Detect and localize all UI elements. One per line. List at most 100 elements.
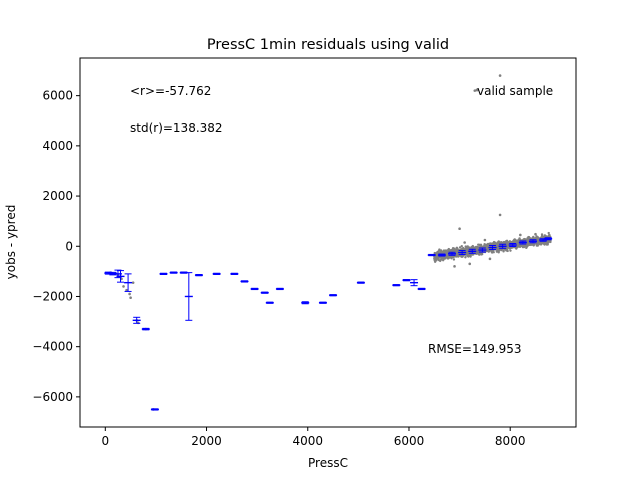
scatter-point <box>471 246 475 249</box>
x-tick-label: 8000 <box>495 434 526 448</box>
scatter-point <box>481 245 485 248</box>
binned-mean-errorbar <box>212 272 221 276</box>
y-axis-label: yobs - ypred <box>4 205 18 280</box>
scatter-point <box>461 255 464 258</box>
scatter-point <box>477 252 480 256</box>
scatter-point <box>440 257 444 260</box>
scatter-point <box>478 243 481 247</box>
scatter-point <box>540 233 544 236</box>
scatter-point <box>516 243 519 246</box>
binned-mean-errorbar <box>544 237 553 241</box>
binned-mean-errorbar <box>169 271 178 274</box>
binned-mean-errorbar <box>528 239 537 244</box>
scatter-point <box>433 256 437 260</box>
binned-mean-errorbar <box>159 272 168 276</box>
binned-mean-errorbar <box>318 301 327 304</box>
binned-mean-errorbar <box>417 287 426 291</box>
scatter-point <box>545 243 548 246</box>
y-tick-label: 6000 <box>42 89 73 103</box>
x-tick-label: 0 <box>101 434 109 448</box>
x-axis-label: PressC <box>308 456 348 470</box>
scatter-point <box>455 246 459 250</box>
binned-mean-errorbar <box>184 272 193 321</box>
scatter-point <box>548 233 551 237</box>
x-axis-ticks: 0 2000 4000 6000 8000 <box>101 427 525 448</box>
mean-residual-annotation: <r>=-57.762 <box>130 84 211 98</box>
binned-mean-errorbar <box>250 287 259 291</box>
scatter-point <box>488 257 492 261</box>
scatter-point <box>468 254 472 257</box>
scatter-point <box>549 240 552 244</box>
scatter-point <box>483 238 487 242</box>
binned-mean-errorbar <box>488 245 497 251</box>
scatter-point <box>449 249 452 252</box>
scatter-point <box>125 288 128 292</box>
binned-mean-errorbar <box>448 251 456 256</box>
binned-mean-errorbar <box>402 279 411 282</box>
binned-mean-errorbar <box>478 247 487 253</box>
x-tick-label: 2000 <box>191 434 222 448</box>
scatter-point <box>543 243 546 246</box>
binned-mean-errorbar <box>230 272 239 276</box>
binned-mean-errorbar <box>458 250 467 256</box>
scatter-point <box>460 245 463 248</box>
binned-mean-errorbar <box>275 287 284 291</box>
scatter-point <box>444 249 448 252</box>
scatter-point <box>519 233 522 237</box>
scatter-point <box>464 256 467 259</box>
binned-mean-errorbar <box>392 284 401 287</box>
scatter-point <box>447 249 450 252</box>
std-residual-annotation: std(r)=138.382 <box>130 121 223 135</box>
binned-errorbars <box>104 237 553 411</box>
binned-mean-errorbar <box>427 253 436 257</box>
scatter-point <box>528 236 531 240</box>
binned-mean-errorbar <box>498 243 507 249</box>
scatter-point <box>466 245 469 248</box>
binned-mean-errorbar <box>508 243 517 248</box>
scatter-point <box>436 251 439 254</box>
x-tick-label: 4000 <box>292 434 323 448</box>
scatter-point <box>122 285 125 288</box>
y-tick-label: 2000 <box>42 189 73 203</box>
scatter-point <box>452 258 456 261</box>
binned-mean-errorbar <box>468 248 477 254</box>
binned-mean-errorbar <box>356 281 365 284</box>
scatter-point <box>486 246 490 249</box>
binned-mean-errorbar <box>179 271 188 274</box>
scatter-point <box>492 240 496 244</box>
scatter-point <box>458 246 462 249</box>
scatter-point <box>468 262 472 266</box>
binned-mean-errorbar <box>240 280 249 283</box>
binned-mean-errorbar <box>410 279 419 287</box>
scatter-point <box>128 292 131 296</box>
scatter-point <box>455 255 458 258</box>
scatter-point <box>433 258 436 262</box>
binned-mean-errorbar <box>301 301 310 305</box>
y-tick-label: −4000 <box>32 340 73 354</box>
legend: valid sample <box>475 84 553 98</box>
binned-mean-errorbar <box>329 294 338 297</box>
scatter-point <box>547 231 550 235</box>
scatter-point <box>463 241 466 244</box>
scatter-point <box>473 89 477 92</box>
legend-marker <box>475 88 479 92</box>
binned-mean-errorbar <box>194 274 203 277</box>
binned-mean-errorbar <box>141 327 150 331</box>
scatter-point <box>508 247 511 250</box>
y-tick-label: 0 <box>65 239 73 253</box>
scatter-point <box>538 242 542 246</box>
scatter-point <box>453 265 456 268</box>
chart-title: PressC 1min residuals using valid <box>207 37 449 53</box>
scatter-point <box>540 241 543 245</box>
y-axis-ticks: −6000 −4000 −2000 0 2000 4000 6000 <box>32 89 80 404</box>
y-tick-label: −6000 <box>32 390 73 404</box>
scatter-point <box>498 74 502 77</box>
scatter-point <box>484 244 487 247</box>
binned-mean-errorbar <box>260 291 269 294</box>
binned-mean-errorbar <box>265 301 274 304</box>
scatter-point <box>443 256 446 260</box>
rmse-annotation: RMSE=149.953 <box>428 342 522 356</box>
binned-mean-errorbar <box>518 240 527 245</box>
scatter-point <box>502 250 505 253</box>
